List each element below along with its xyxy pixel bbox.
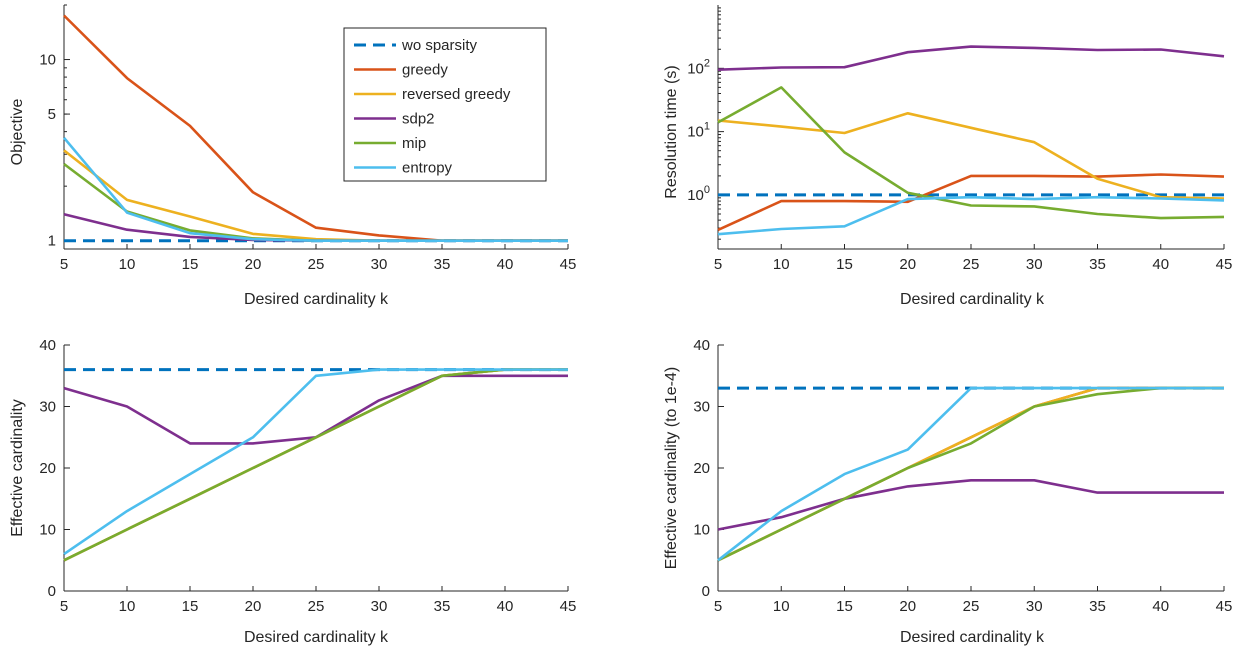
x-tick-label: 30 [371,598,388,615]
y-tick-label: 20 [39,460,56,477]
legend-label-sdp2: sdp2 [402,111,435,128]
x-tick-label: 20 [245,598,262,615]
series-line-entropy [717,386,1224,562]
x-tick-label: 15 [836,256,853,273]
x-tick-label: 15 [182,256,199,273]
series-line-entropy [63,368,568,556]
y-tick-label: 40 [693,337,710,354]
legend-box [343,27,547,182]
series-line-mip [717,386,1224,562]
y-tick-label: 102 [687,57,710,77]
x-tick-label: 10 [119,598,136,615]
series-line-greedy [63,368,568,562]
x-tick-label: 25 [308,256,325,273]
x-tick-label: 20 [245,256,262,273]
series-line-sdp2 [63,374,568,445]
x-tick-label: 10 [119,256,136,273]
legend-label-greedy: greedy [402,62,448,79]
y-tick-label: 101 [687,121,710,141]
x-tick-label: 40 [1152,256,1169,273]
x-tick-label: 20 [899,256,916,273]
x-tick-label: 30 [1026,598,1043,615]
subplot-effective-cardinality: Effective cardinality Desired cardinalit… [9,337,576,646]
series-line-greedy [717,173,1225,232]
series-line-entropy [63,136,568,242]
x-tick-label: 15 [182,598,199,615]
subplot-objective-xlabel: Desired cardinality k [244,291,389,308]
subplot-resolution-time: Resolution time (s) Desired cardinality … [663,5,1232,308]
series-line-reversed-greedy [717,386,1224,562]
y-tick-label: 10 [39,52,56,69]
subplot-resolution-time-ylabel: Resolution time (s) [663,65,680,198]
x-tick-label: 5 [60,256,68,273]
x-tick-label: 45 [1216,598,1233,615]
legend-label-mip: mip [402,135,426,152]
x-tick-label: 5 [714,256,722,273]
legend-label-entropy: entropy [402,160,453,177]
x-tick-label: 30 [1026,256,1043,273]
series-line-reversed-greedy [717,112,1225,200]
x-tick-label: 15 [836,598,853,615]
x-tick-label: 40 [497,598,514,615]
y-tick-label: 100 [687,184,710,204]
x-tick-label: 45 [560,256,577,273]
y-tick-label: 10 [693,522,710,539]
y-tick-label: 0 [48,583,56,600]
legend-label-reversed-greedy: reversed greedy [402,86,511,103]
y-tick-label: 20 [693,460,710,477]
series-line-mip [63,368,568,562]
subplot-effective-cardinality-xlabel: Desired cardinality k [244,629,389,646]
x-tick-label: 45 [560,598,577,615]
x-tick-label: 5 [714,598,722,615]
series-line-sdp2 [717,45,1225,71]
x-tick-label: 25 [308,598,325,615]
x-tick-label: 40 [497,256,514,273]
x-tick-label: 35 [1089,256,1106,273]
series-line-entropy [717,195,1225,236]
x-tick-label: 10 [773,256,790,273]
subplot-objective: Objective Desired cardinality k 5 10 15 20 2… [9,4,577,308]
subplot-effective-cardinality-1e4-xlabel: Desired cardinality k [900,629,1045,646]
subplot-effective-cardinality-1e4: Effective cardinality (to 1e-4) Desired … [663,337,1232,646]
x-tick-label: 25 [963,256,980,273]
series-line-mip [717,86,1225,220]
series-line-greedy [717,386,1224,562]
x-tick-label: 45 [1216,256,1233,273]
subplot-effective-cardinality-ylabel: Effective cardinality [9,399,26,537]
series-line-reversed-greedy [63,368,568,562]
x-tick-label: 5 [60,598,68,615]
x-tick-label: 25 [963,598,980,615]
x-tick-label: 35 [434,256,451,273]
y-tick-label: 1 [48,233,56,250]
x-tick-label: 40 [1152,598,1169,615]
y-tick-label: 30 [39,399,56,416]
legend-label-wo-sparsity: wo sparsity [401,37,478,54]
y-tick-label: 10 [39,522,56,539]
subplot-effective-cardinality-1e4-ylabel: Effective cardinality (to 1e-4) [663,367,680,569]
subplot-resolution-time-xlabel: Desired cardinality k [900,291,1045,308]
x-tick-label: 35 [434,598,451,615]
x-tick-label: 35 [1089,598,1106,615]
y-tick-label: 40 [39,337,56,354]
x-tick-label: 10 [773,598,790,615]
y-tick-label: 5 [48,106,56,123]
x-tick-label: 20 [899,598,916,615]
series-line-sdp2 [717,478,1224,531]
legend: wo sparsity greedy reversed greedy sdp2 mip e… [343,27,547,182]
y-tick-label: 0 [702,583,710,600]
y-tick-label: 30 [693,399,710,416]
x-tick-label: 30 [371,256,388,273]
subplot-objective-ylabel: Objective [9,99,26,166]
